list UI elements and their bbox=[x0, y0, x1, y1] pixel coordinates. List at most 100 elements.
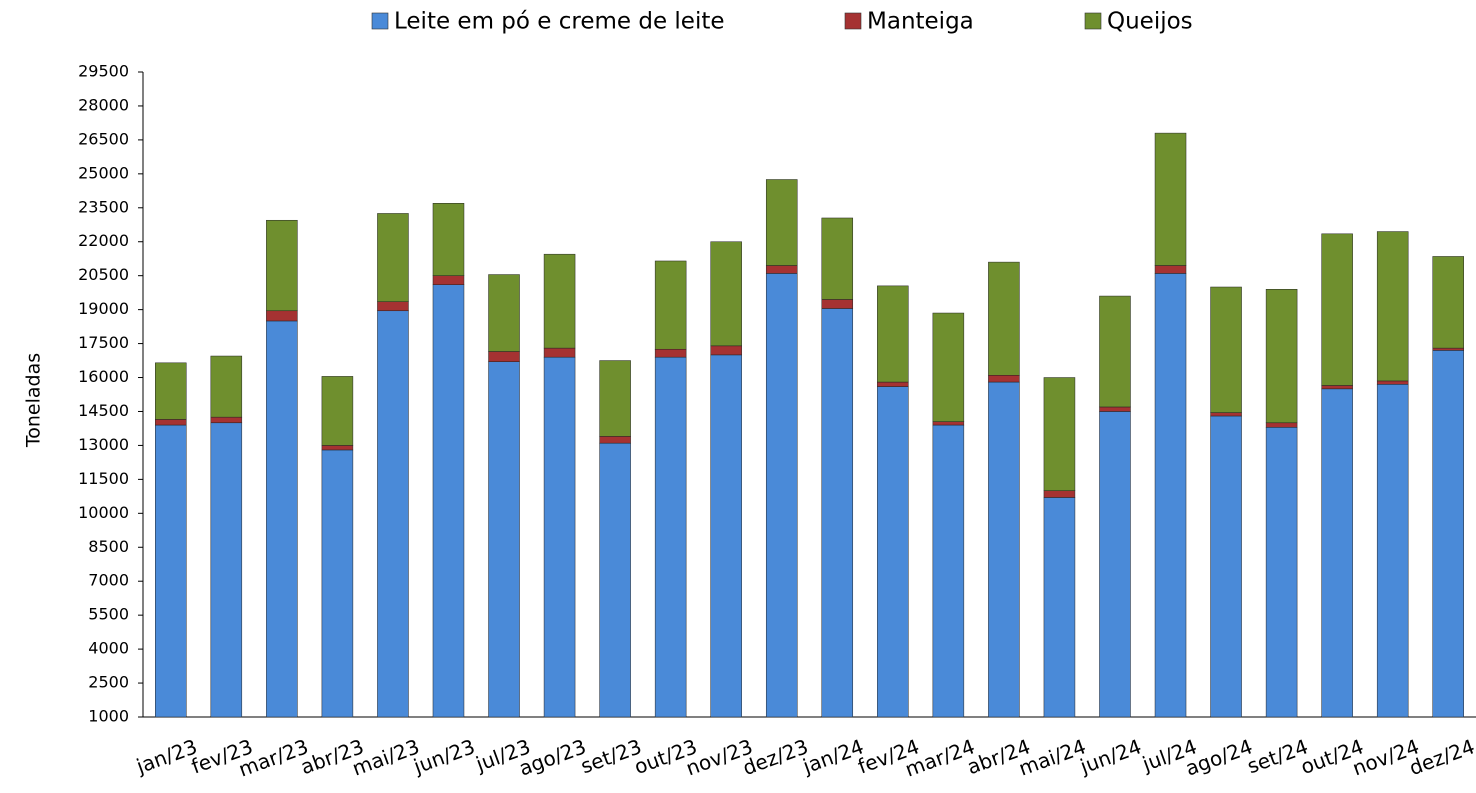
bar-segment bbox=[210, 416, 243, 424]
bar-segment bbox=[266, 310, 298, 322]
bar-segment bbox=[765, 179, 798, 266]
bar-segment bbox=[1099, 295, 1131, 408]
bar-segment bbox=[877, 285, 909, 383]
bar-segment bbox=[155, 419, 187, 426]
legend-label: Leite em pó e creme de leite bbox=[394, 9, 725, 35]
bar-segment bbox=[543, 253, 576, 349]
bar-segment bbox=[654, 260, 687, 350]
x-tick-label: jun/23 bbox=[410, 734, 478, 778]
bar-segment bbox=[821, 299, 854, 309]
bar-segment bbox=[988, 381, 1020, 718]
bar-segment bbox=[432, 284, 465, 718]
bar-segment bbox=[599, 442, 631, 718]
bar-segment bbox=[1210, 415, 1242, 718]
bar-segment bbox=[321, 445, 354, 451]
y-tick-label: 20500 bbox=[78, 265, 129, 284]
y-tick-label: 8500 bbox=[88, 537, 129, 556]
bar-segment bbox=[1043, 377, 1076, 491]
bar-segment bbox=[488, 351, 520, 362]
bar-segment bbox=[1432, 350, 1464, 718]
legend-swatch bbox=[371, 12, 389, 30]
bar-segment bbox=[1210, 286, 1242, 413]
y-tick-label: 29500 bbox=[78, 62, 129, 81]
bar-segment bbox=[599, 436, 631, 444]
y-tick-label: 7000 bbox=[88, 571, 129, 590]
bar-segment bbox=[377, 310, 409, 718]
bar-segment bbox=[377, 213, 409, 302]
y-tick-label: 2500 bbox=[88, 673, 129, 692]
bar-segment bbox=[877, 381, 909, 387]
bar-segment bbox=[432, 275, 465, 285]
bar-segment bbox=[877, 386, 909, 718]
bar-segment bbox=[210, 355, 243, 418]
bar-segment bbox=[488, 361, 520, 718]
bar-segment bbox=[988, 375, 1020, 383]
bar-segment bbox=[488, 274, 520, 352]
bar-segment bbox=[321, 449, 354, 718]
bar-segment bbox=[1043, 490, 1076, 498]
bar-segment bbox=[1432, 347, 1464, 351]
y-tick-label: 11500 bbox=[78, 469, 129, 488]
bar-segment bbox=[432, 203, 465, 276]
legend-swatch bbox=[844, 12, 862, 30]
bar-segment bbox=[1043, 497, 1076, 718]
bar-segment bbox=[1376, 384, 1409, 718]
bar-segment bbox=[765, 273, 798, 718]
bar-segment bbox=[654, 356, 687, 718]
y-tick-label: 10000 bbox=[78, 503, 129, 522]
y-tick-label: 17500 bbox=[78, 333, 129, 352]
bar-segment bbox=[1210, 412, 1242, 417]
y-tick-label: 4000 bbox=[88, 639, 129, 658]
bar-segment bbox=[932, 424, 965, 718]
bar-segment bbox=[821, 217, 854, 300]
bar-segment bbox=[1265, 427, 1298, 718]
y-tick-label: 13000 bbox=[78, 435, 129, 454]
bar-segment bbox=[1154, 265, 1187, 274]
bar-segment bbox=[266, 320, 298, 718]
y-tick-label: 23500 bbox=[78, 197, 129, 216]
bar-segment bbox=[988, 261, 1020, 376]
bar-segment bbox=[710, 354, 742, 718]
y-tick-label: 5500 bbox=[88, 605, 129, 624]
bar-segment bbox=[155, 424, 187, 718]
bar-segment bbox=[155, 362, 187, 420]
bar-segment bbox=[710, 345, 742, 356]
bar-segment bbox=[710, 241, 742, 347]
y-tick-label: 19000 bbox=[78, 299, 129, 318]
bar-segment bbox=[821, 308, 854, 718]
bar-segment bbox=[210, 422, 243, 718]
y-tick-label: 1000 bbox=[88, 707, 129, 726]
bar-segment bbox=[654, 348, 687, 358]
bar-segment bbox=[1321, 233, 1353, 386]
bar-segment bbox=[543, 356, 576, 718]
bar-segment bbox=[1265, 422, 1298, 428]
bar-segment bbox=[266, 219, 298, 312]
x-tick-label: jun/24 bbox=[1076, 734, 1144, 778]
bar-segment bbox=[321, 376, 354, 446]
bar-segment bbox=[1321, 385, 1353, 390]
bar-segment bbox=[1321, 388, 1353, 718]
bar-segment bbox=[543, 347, 576, 358]
bar-segment bbox=[1376, 231, 1409, 382]
y-tick-label: 26500 bbox=[78, 129, 129, 148]
bar-segment bbox=[765, 265, 798, 274]
legend-label: Queijos bbox=[1107, 9, 1193, 35]
bar-segment bbox=[1154, 132, 1187, 266]
bar-segment bbox=[599, 360, 631, 437]
bar-segment bbox=[1432, 256, 1464, 349]
y-tick-label: 28000 bbox=[78, 95, 129, 114]
bar-segment bbox=[1265, 289, 1298, 424]
bar-segment bbox=[1154, 273, 1187, 718]
legend-swatch bbox=[1084, 12, 1102, 30]
y-tick-label: 22000 bbox=[78, 231, 129, 250]
bar-segment bbox=[1099, 406, 1131, 412]
bar-segment bbox=[932, 421, 965, 426]
y-tick-label: 25000 bbox=[78, 163, 129, 182]
y-tick-label: 14500 bbox=[78, 401, 129, 420]
y-tick-label: 16000 bbox=[78, 367, 129, 386]
legend-label: Manteiga bbox=[867, 9, 974, 35]
y-axis-label: Toneladas bbox=[23, 353, 45, 448]
bar-segment bbox=[1376, 380, 1409, 385]
bar-segment bbox=[932, 312, 965, 422]
